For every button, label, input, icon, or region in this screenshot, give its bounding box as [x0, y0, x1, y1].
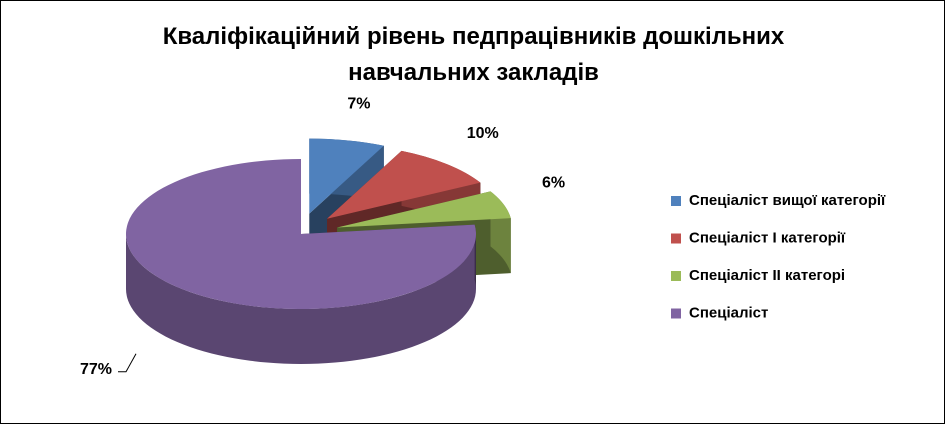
slice-top	[309, 138, 384, 214]
title-box: Кваліфікаційний рівень педпрацівників до…	[1, 19, 944, 91]
legend-label: Спеціаліст	[689, 304, 768, 321]
legend-swatch	[671, 308, 681, 319]
slice-top	[337, 191, 511, 228]
legend-swatch	[671, 233, 681, 244]
data-label: 10%	[467, 125, 499, 142]
legend-swatch	[671, 196, 681, 206]
legend-label: Спеціаліст І категорії	[689, 229, 846, 246]
legend-label: Спеціаліст вищої категорії	[689, 192, 886, 209]
legend-swatch	[671, 271, 681, 281]
pie-slice	[125, 159, 477, 364]
slice-top	[327, 150, 481, 219]
legend-label: Спеціаліст ІІ категорі	[689, 267, 845, 284]
leader-line	[118, 353, 137, 373]
data-label: 6%	[542, 175, 565, 192]
slice-rim	[126, 234, 476, 364]
data-label: 77%	[80, 361, 112, 378]
chart-title: Кваліфікаційний рівень педпрацівників до…	[162, 23, 785, 86]
slice-top	[125, 159, 477, 310]
data-label: 7%	[347, 96, 370, 113]
